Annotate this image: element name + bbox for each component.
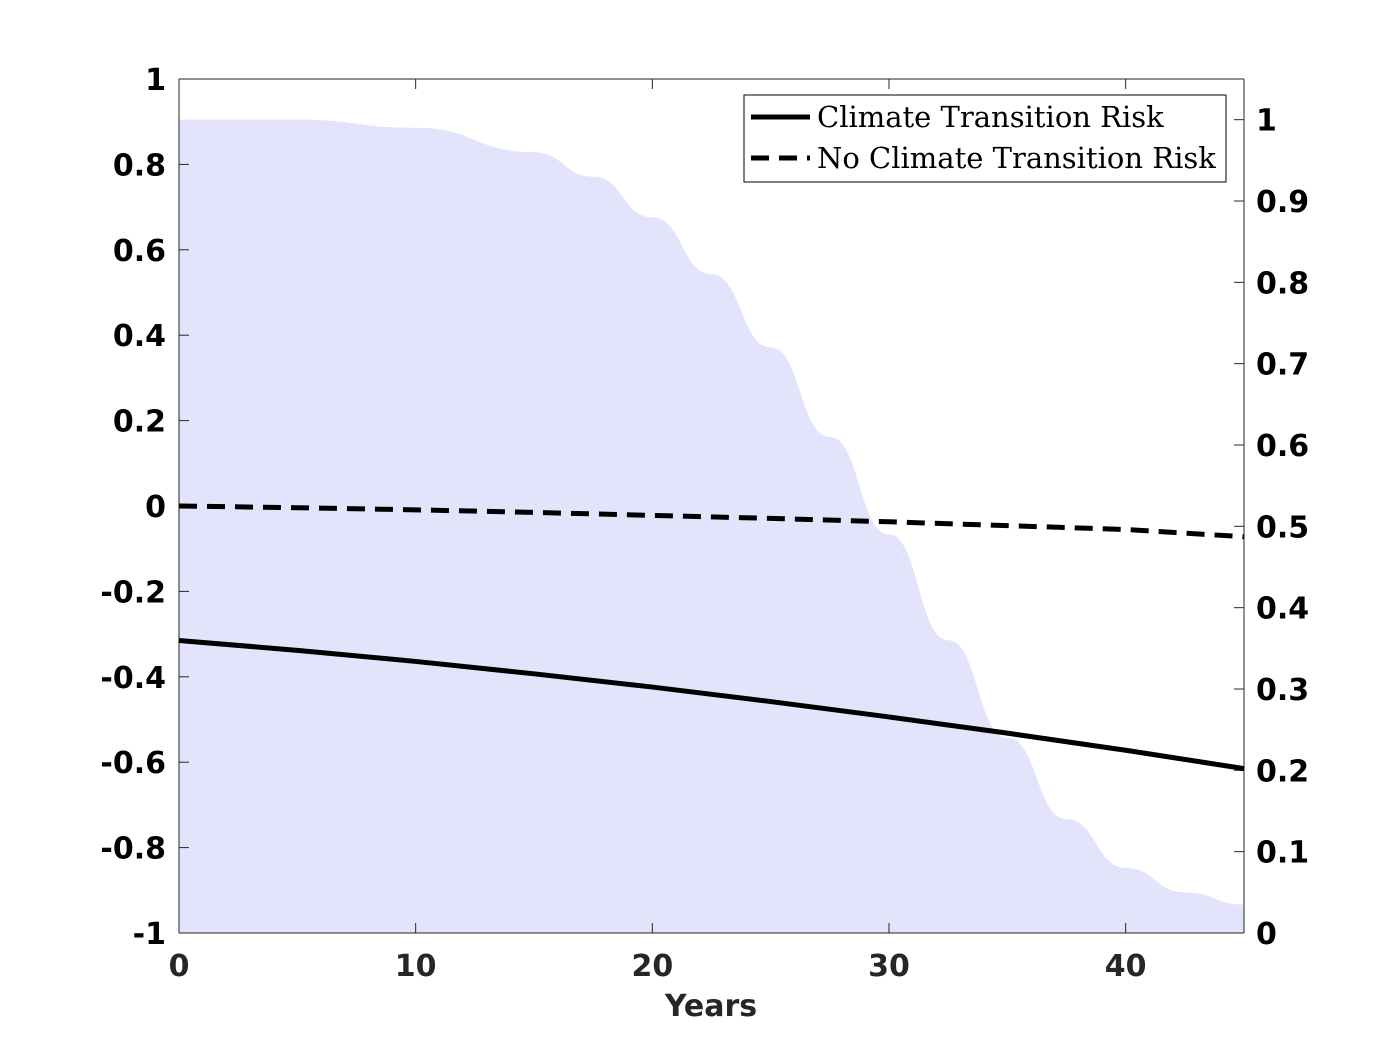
- y2-tick-label: 0: [1256, 917, 1277, 952]
- y2-tick-label: 0.2: [1256, 754, 1309, 789]
- x-tick-label: 40: [1105, 949, 1147, 984]
- climate-transition-risk-line: [178, 638, 1245, 772]
- y-tick-label: 0: [145, 490, 166, 525]
- x-tick-label: 30: [868, 949, 910, 984]
- y-tick-label: -0.2: [100, 575, 166, 610]
- y2-tick-label: 0.8: [1256, 266, 1309, 301]
- y2-tick-label: 0.4: [1256, 592, 1309, 627]
- y2-tick-label: 0.5: [1256, 510, 1309, 545]
- y2-tick-label: 0.6: [1256, 429, 1309, 464]
- x-tick-label: 10: [395, 949, 437, 984]
- no-climate-transition-risk-line: [178, 503, 1245, 540]
- y-tick-label: -0.4: [100, 661, 166, 696]
- y2-tick-label: 1: [1256, 104, 1277, 139]
- y-tick-label: 0.4: [113, 319, 166, 354]
- y-tick-label: 0.6: [113, 234, 166, 269]
- y-tick-label: -0.6: [100, 746, 166, 781]
- legend: Climate Transition Risk No Climate Transi…: [743, 94, 1227, 183]
- y2-tick-label: 0.3: [1256, 673, 1309, 708]
- y-tick-label: -1: [133, 917, 166, 952]
- x-axis-title: Years: [664, 989, 757, 1024]
- lines-layer: [178, 503, 1245, 772]
- y2-tick-label: 0.1: [1256, 836, 1309, 871]
- y-tick-label: 0.2: [113, 405, 166, 440]
- y2-tick-label: 0.9: [1256, 185, 1309, 220]
- x-tick-label: 0: [169, 949, 190, 984]
- y2-tick-label: 0.7: [1256, 348, 1309, 383]
- axes: [178, 78, 1245, 934]
- legend-label: No Climate Transition Risk: [817, 141, 1216, 175]
- y-tick-label: 0.8: [113, 148, 166, 183]
- legend-box: [743, 94, 1227, 183]
- legend-label: Climate Transition Risk: [817, 100, 1164, 134]
- y-tick-label: -0.8: [100, 832, 166, 867]
- ticks-layer: 0 10 20 30 40-1-0.8-0.6-0.4-0.200.20.40.60.8…: [100, 63, 1309, 984]
- x-tick-label: 20: [631, 949, 673, 984]
- y-tick-label: 1: [145, 63, 166, 98]
